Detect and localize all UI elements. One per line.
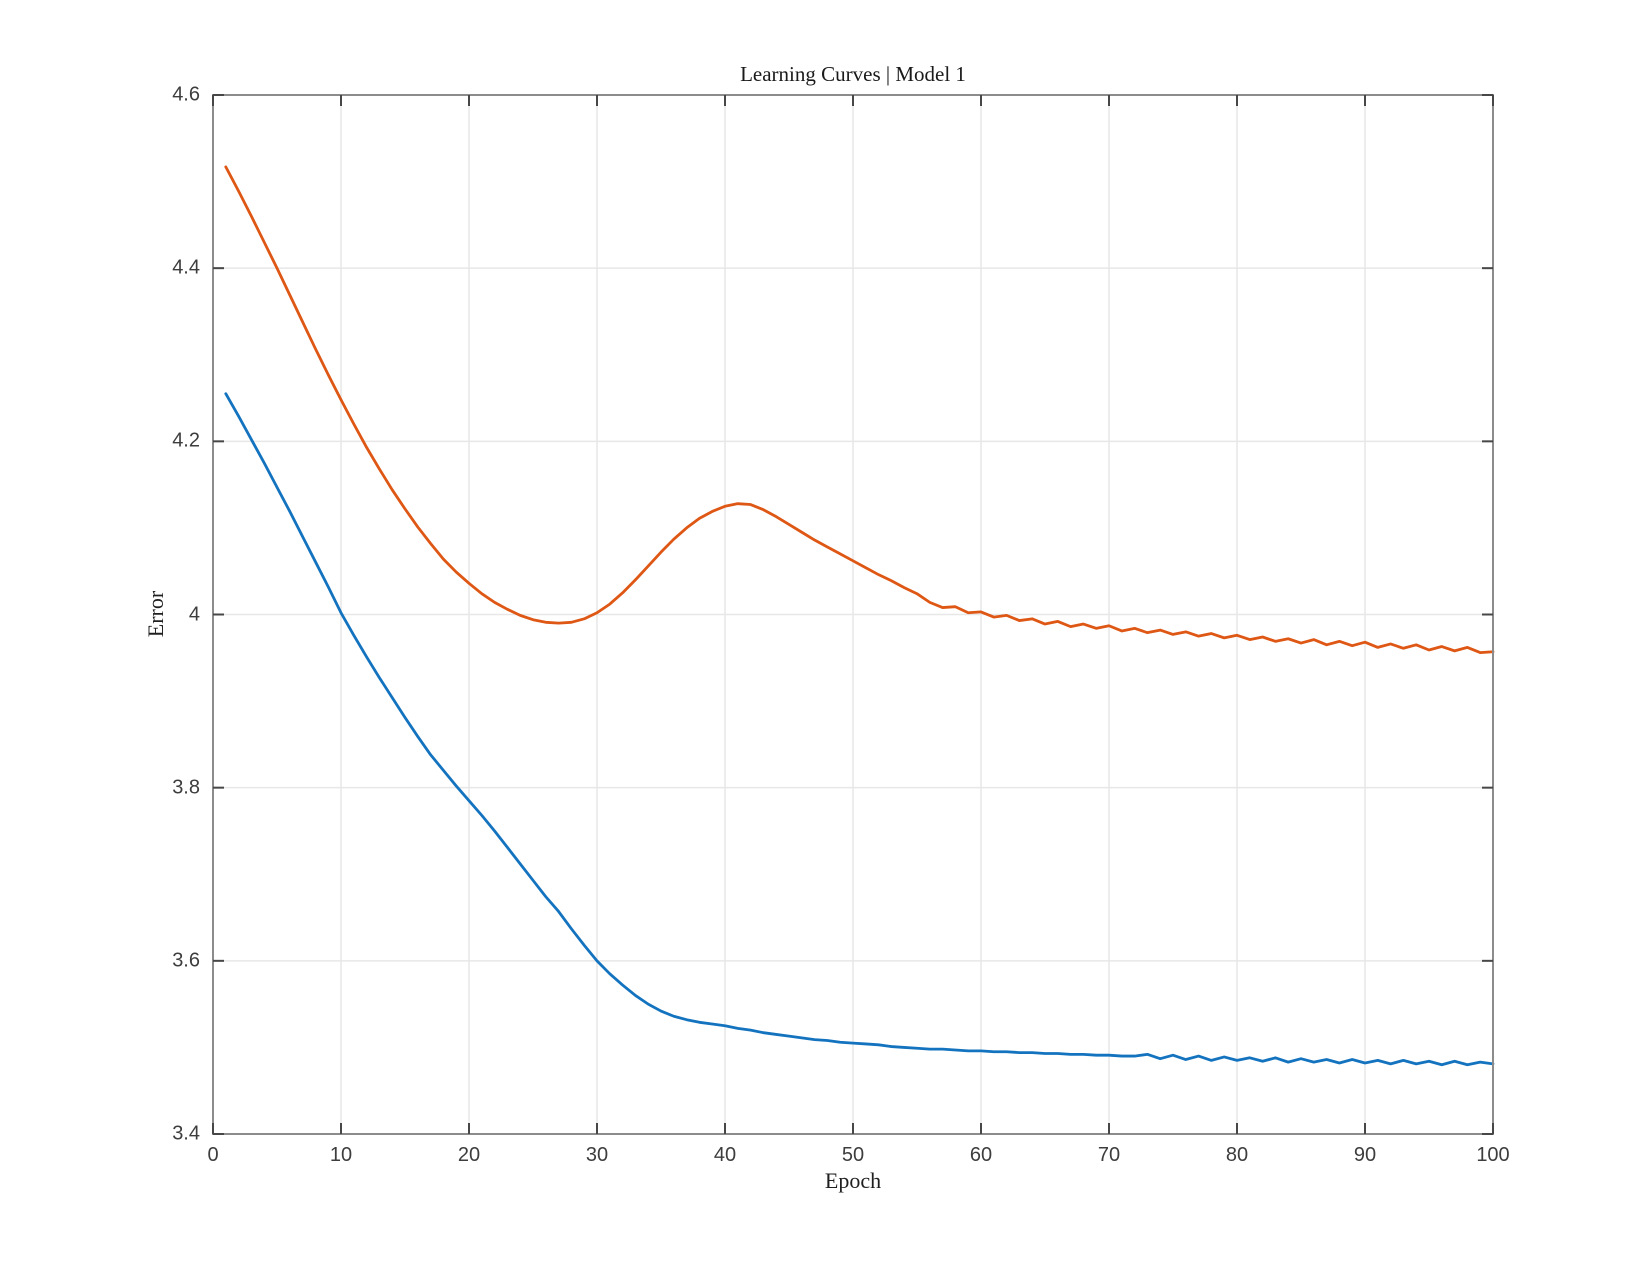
x-tick-label: 0 [207, 1144, 219, 1166]
y-tick-label: 4.4 [172, 256, 200, 279]
y-tick-label: 3.8 [172, 776, 200, 799]
x-tick-label: 60 [969, 1144, 993, 1166]
x-tick-label: 30 [585, 1144, 609, 1166]
x-tick-label: 50 [841, 1144, 865, 1166]
x-tick-label: 80 [1225, 1144, 1249, 1166]
chart-title: Learning Curves | Model 1 [740, 62, 966, 86]
y-tick-label: 4 [188, 603, 200, 625]
y-tick-label: 3.4 [172, 1122, 200, 1145]
x-tick-label: 40 [713, 1144, 737, 1166]
orange-curve [224, 165, 1495, 654]
y-tick-label: 3.6 [172, 949, 200, 972]
x-tick-label: 20 [457, 1144, 481, 1166]
x-axis-label: Epoch [824, 1168, 882, 1193]
y-tick-label: 4.2 [172, 429, 200, 452]
blue-curve [224, 392, 1495, 1067]
y-tick-label: 4.6 [172, 83, 200, 106]
x-tick-label: 100 [1476, 1144, 1510, 1166]
x-tick-label: 10 [329, 1144, 353, 1166]
x-tick-label: 90 [1353, 1144, 1377, 1166]
x-tick-label: 70 [1097, 1144, 1121, 1166]
